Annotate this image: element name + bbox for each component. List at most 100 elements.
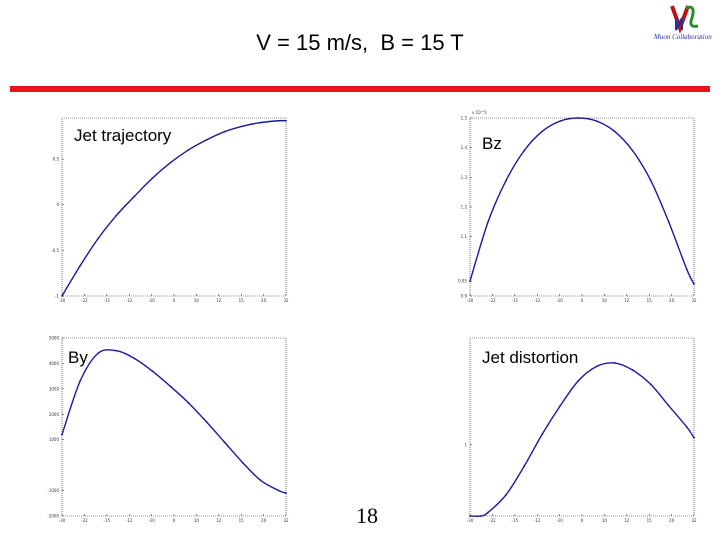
axes-frame bbox=[469, 117, 695, 297]
data-point bbox=[187, 149, 190, 151]
chart-label-by: By bbox=[68, 348, 88, 367]
x-tick-label: -12 bbox=[534, 518, 541, 523]
logo-text: Muon Collaboration bbox=[653, 33, 712, 41]
y-tick-label: 4000 bbox=[49, 361, 60, 366]
x-tick-label: 20 bbox=[669, 298, 675, 303]
x-tick-label: -15 bbox=[104, 298, 111, 303]
y-tick-label: 1000 bbox=[49, 437, 60, 442]
data-point bbox=[205, 421, 208, 423]
page-number: 18 bbox=[356, 503, 378, 528]
y-tick-label: -1000 bbox=[47, 488, 59, 493]
muon-collaboration-logo: Muon Collaboration bbox=[652, 2, 720, 42]
y-tick-label: 0.95 bbox=[458, 279, 467, 284]
x-tick-label: 20 bbox=[261, 518, 267, 523]
data-point bbox=[577, 117, 580, 119]
data-point bbox=[693, 283, 695, 286]
data-point bbox=[285, 492, 287, 495]
x-tick-label: 32 bbox=[691, 518, 697, 523]
data-point bbox=[469, 280, 471, 283]
chart-jet-distortion: -30 -22 -15 -12 -10 0 10 12 15 20 32 1 Jet distorti… bbox=[464, 337, 697, 523]
data-point bbox=[595, 120, 598, 122]
data-point bbox=[241, 125, 244, 128]
data-point bbox=[595, 365, 598, 368]
x-tick-label: -22 bbox=[489, 298, 496, 303]
y-tick-label: 1.4 bbox=[461, 145, 468, 150]
chart-label-bz: Bz bbox=[482, 134, 502, 153]
logo-n-mark bbox=[675, 17, 683, 31]
data-point bbox=[277, 119, 280, 122]
data-point bbox=[613, 362, 616, 364]
y-tick-label: -1 bbox=[55, 294, 59, 299]
data-point bbox=[559, 404, 562, 407]
data-point bbox=[631, 149, 634, 152]
y-tick-label: 1.5 bbox=[461, 116, 468, 121]
data-point bbox=[469, 515, 471, 517]
y-tick-label: 0.5 bbox=[53, 157, 60, 162]
data-point bbox=[693, 436, 695, 439]
y-tick-label: 1.2 bbox=[461, 205, 468, 210]
data-point bbox=[541, 433, 544, 436]
data-point bbox=[241, 461, 244, 464]
data-point bbox=[169, 385, 172, 388]
x-tick-label: -22 bbox=[81, 518, 88, 523]
data-point bbox=[559, 120, 562, 122]
data-point bbox=[649, 179, 652, 182]
chart-jet-distortion-plot: -30 -22 -15 -12 -10 0 10 12 15 20 32 1 bbox=[464, 337, 697, 523]
y-exponent-label: x 10^5 bbox=[472, 110, 487, 115]
x-tick-label: 15 bbox=[647, 298, 653, 303]
x-tick-label: -10 bbox=[556, 298, 563, 303]
data-point bbox=[685, 268, 688, 271]
x-tick-label: 0 bbox=[581, 298, 584, 303]
y-tick-label: 0.9 bbox=[461, 294, 468, 299]
data-point bbox=[223, 130, 226, 133]
x-tick-label: -15 bbox=[512, 518, 519, 523]
data-point bbox=[259, 479, 262, 482]
chart-bz-plot: -30 -22 -15 -12 -10 0 10 12 15 20 32 0.9 0.95 1.1 1.2 1… bbox=[458, 110, 697, 303]
x-tick-label: 15 bbox=[239, 298, 245, 303]
data-point bbox=[613, 130, 616, 133]
data-point bbox=[169, 161, 172, 164]
logo-mu-mark bbox=[685, 5, 699, 28]
chart-jet-trajectory-plot: -30 -22 -15 -12 -10 0 10 12 15 20 32 -1 -0.5 0 0.5 bbox=[51, 117, 289, 303]
data-point bbox=[97, 237, 100, 240]
y-tick-label: 3000 bbox=[49, 386, 60, 391]
data-point bbox=[523, 149, 526, 152]
x-tick-label: -30 bbox=[467, 518, 474, 523]
data-point bbox=[541, 130, 544, 133]
x-tick-label: 0 bbox=[581, 518, 584, 523]
x-tick-label: 12 bbox=[624, 518, 630, 523]
data-point bbox=[649, 383, 652, 386]
x-tick-label: -12 bbox=[126, 518, 133, 523]
series-line bbox=[61, 119, 287, 297]
x-tick-label: 10 bbox=[194, 518, 200, 523]
x-tick-label: -30 bbox=[59, 298, 66, 303]
data-point bbox=[487, 220, 489, 223]
y-tick-label: 1.1 bbox=[461, 234, 468, 239]
data-point bbox=[79, 264, 81, 267]
x-tick-label: 10 bbox=[194, 298, 200, 303]
chart-by: -30 -22 -15 -12 -10 0 10 12 15 20 32 -2000 -1000 1000… bbox=[47, 336, 289, 524]
chart-jet-trajectory: -30 -22 -15 -12 -10 0 10 12 15 20 32 -1 -0.5 0 0.5 Jet… bbox=[51, 117, 289, 303]
x-tick-label: -22 bbox=[489, 518, 496, 523]
series-line bbox=[469, 362, 695, 517]
logo-v-mark bbox=[670, 5, 690, 34]
x-tick-label: 32 bbox=[283, 298, 289, 303]
data-point bbox=[61, 433, 63, 436]
slide-title: V = 15 m/s, B = 15 T bbox=[256, 30, 464, 55]
y-tick-label: 2000 bbox=[49, 412, 60, 417]
x-tick-label: 32 bbox=[691, 298, 697, 303]
data-point bbox=[685, 426, 688, 428]
data-point bbox=[133, 357, 136, 360]
y-tick-label: 5000 bbox=[49, 336, 60, 341]
chart-label-jet-distortion: Jet distortion bbox=[482, 348, 579, 367]
x-tick-label: -12 bbox=[126, 298, 133, 303]
data-point bbox=[479, 515, 482, 517]
data-point bbox=[97, 352, 100, 355]
x-tick-label: 20 bbox=[261, 298, 267, 303]
x-tick-label: -15 bbox=[512, 298, 519, 303]
x-tick-label: -15 bbox=[104, 518, 111, 523]
x-tick-label: 15 bbox=[239, 518, 245, 523]
x-tick-label: 12 bbox=[216, 298, 222, 303]
x-tick-label: 0 bbox=[173, 298, 176, 303]
axes-frame bbox=[61, 337, 287, 517]
